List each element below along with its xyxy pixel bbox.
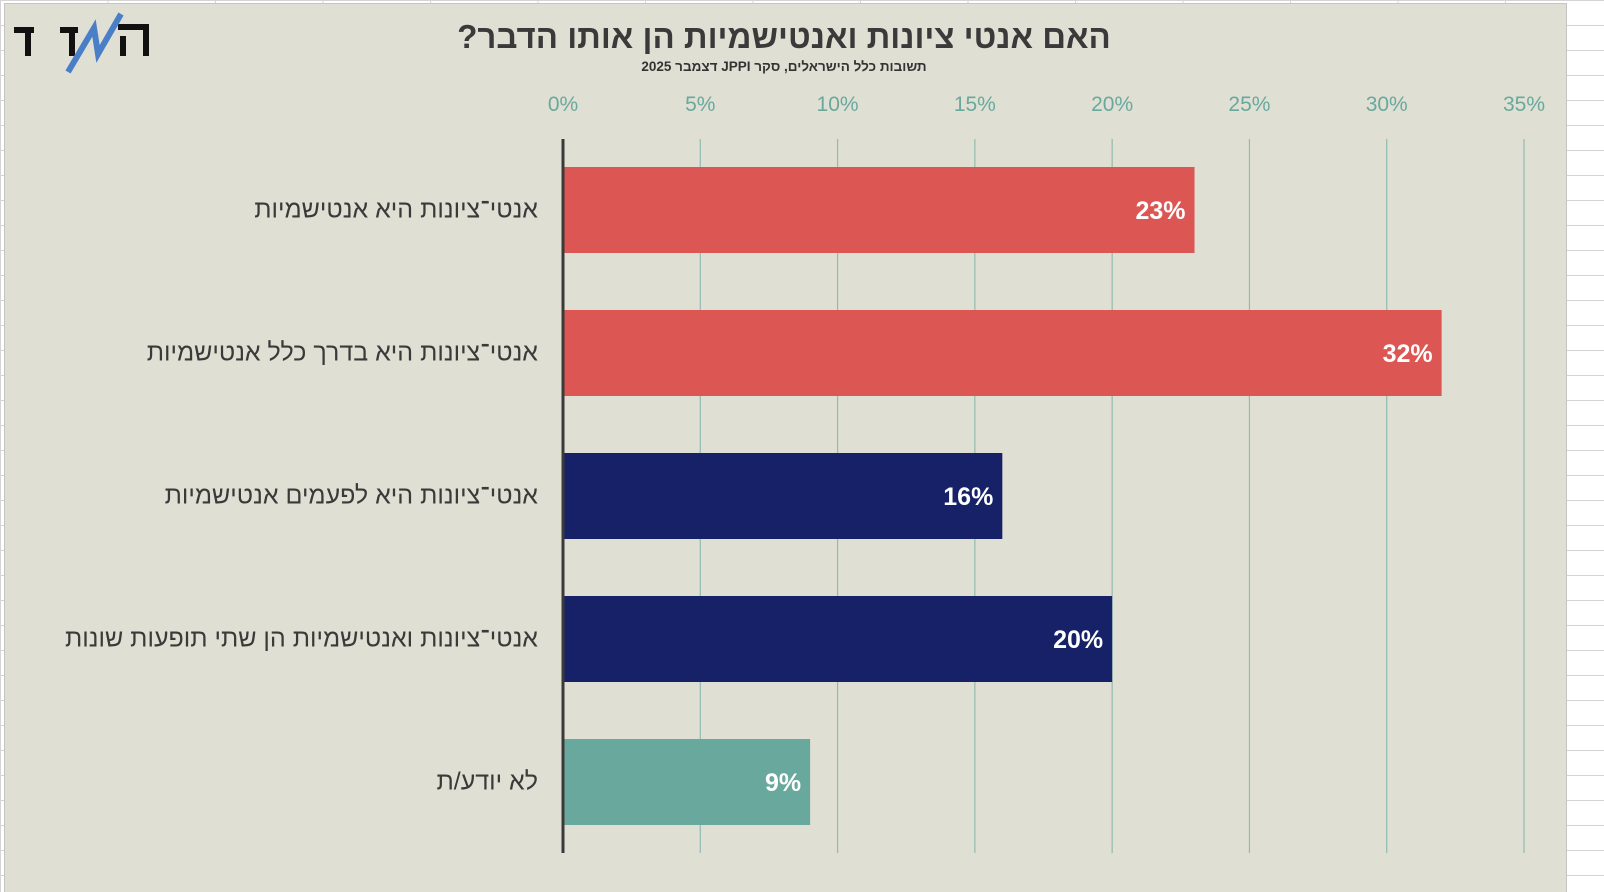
category-label: אנטי־ציונות ואנטישמיות הן שתי תופעות שונ… [65, 624, 538, 653]
logo-letter-dalet-2 [14, 27, 34, 56]
data-labels: 23% 32% 16% 20% 9% [765, 197, 1433, 797]
x-tick-label: 5% [685, 93, 715, 116]
logo-letter-dalet-1 [60, 27, 78, 56]
site-logo [14, 12, 149, 74]
category-label: אנטי־ציונות היא בדרך כלל אנטישמיות [146, 338, 538, 367]
bar [563, 310, 1442, 396]
bar [563, 596, 1113, 682]
x-tick-label: 30% [1366, 93, 1408, 116]
x-tick-label: 35% [1503, 93, 1545, 116]
category-label: אנטי־ציונות היא לפעמים אנטישמיות [164, 481, 538, 510]
bar [563, 739, 811, 825]
category-label: אנטי־ציונות היא אנטישמיות [254, 195, 538, 224]
chart-title: האם אנטי ציונות ואנטישמיות הן אותו הדבר? [457, 18, 1111, 55]
data-label: 23% [1135, 197, 1185, 225]
data-label: 32% [1383, 340, 1433, 368]
bar [563, 167, 1195, 253]
data-label: 20% [1053, 626, 1103, 654]
logo-letter-he [118, 24, 149, 56]
x-tick-label: 20% [1091, 93, 1133, 116]
x-tick-label: 10% [817, 93, 859, 116]
x-tick-label: 25% [1228, 93, 1270, 116]
bars [563, 167, 1442, 825]
data-label: 9% [765, 769, 801, 797]
data-label: 16% [943, 483, 993, 511]
bar [563, 453, 1003, 539]
category-label: לא יודע/ת [436, 767, 538, 796]
x-tick-label: 0% [548, 93, 578, 116]
logo-chart-stroke [65, 12, 124, 74]
x-axis-ticks: 0% 5% 10% 15% 20% 25% 30% 35% [548, 93, 1545, 116]
chart-subtitle: תשובות כלל הישראלים, סקר JPPI דצמבר 2025 [641, 59, 927, 74]
x-tick-label: 15% [954, 93, 996, 116]
